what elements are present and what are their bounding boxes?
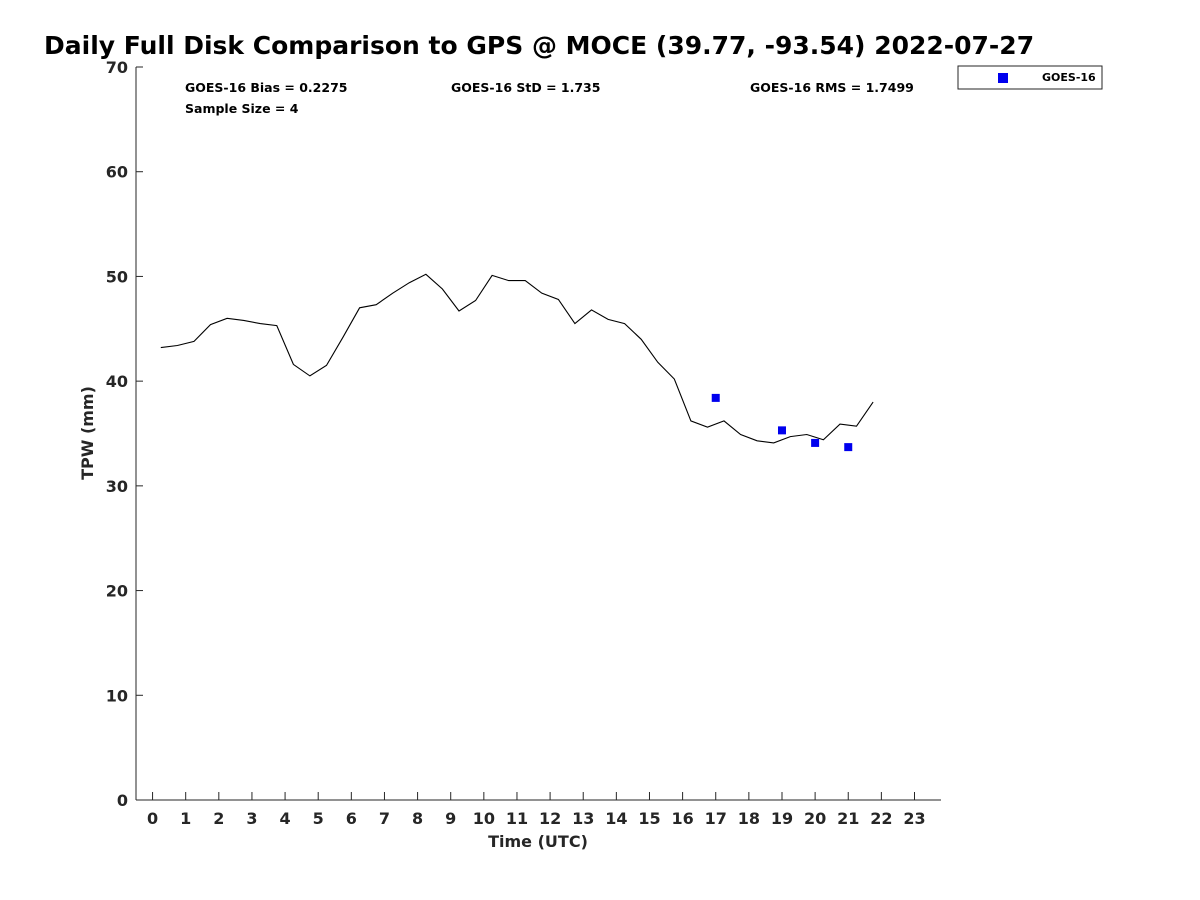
chart-title: Daily Full Disk Comparison to GPS @ MOCE… bbox=[44, 31, 1034, 60]
std-stat: GOES-16 StD = 1.735 bbox=[451, 80, 600, 95]
legend-box bbox=[957, 65, 1103, 90]
y-tick-label: 60 bbox=[106, 163, 128, 182]
axes bbox=[135, 67, 941, 801]
legend-marker-goes16 bbox=[998, 73, 1008, 83]
x-tick-label: 12 bbox=[539, 809, 561, 828]
x-tick-label: 13 bbox=[572, 809, 594, 828]
y-axis-ticks: 0 10 20 30 40 50 60 70 bbox=[106, 58, 143, 810]
x-tick-label: 7 bbox=[379, 809, 390, 828]
x-tick-label: 21 bbox=[837, 809, 859, 828]
legend-label-goes16: GOES-16 bbox=[1042, 71, 1096, 84]
x-axis-label: Time (UTC) bbox=[488, 832, 588, 851]
y-tick-label: 10 bbox=[106, 686, 128, 705]
x-axis-ticks: 0 1 2 3 4 5 6 7 8 9 10 11 12 13 14 15 16 17 18 19 20 21 22 23 bbox=[147, 792, 926, 828]
x-tick-label: 2 bbox=[213, 809, 224, 828]
y-tick-label: 50 bbox=[106, 267, 128, 286]
x-tick-label: 14 bbox=[605, 809, 627, 828]
goes16-point bbox=[811, 438, 820, 447]
y-tick-label: 20 bbox=[106, 582, 128, 601]
y-tick-label: 30 bbox=[106, 477, 128, 496]
x-tick-label: 10 bbox=[473, 809, 495, 828]
legend: GOES-16 bbox=[957, 65, 1103, 90]
y-tick-label: 40 bbox=[106, 372, 128, 391]
x-tick-label: 0 bbox=[147, 809, 158, 828]
x-tick-label: 23 bbox=[903, 809, 925, 828]
x-tick-label: 3 bbox=[246, 809, 257, 828]
x-tick-label: 19 bbox=[771, 809, 793, 828]
x-tick-label: 6 bbox=[346, 809, 357, 828]
goes16-point bbox=[777, 426, 786, 435]
x-tick-label: 22 bbox=[870, 809, 892, 828]
x-tick-label: 4 bbox=[280, 809, 291, 828]
rms-stat: GOES-16 RMS = 1.7499 bbox=[750, 80, 914, 95]
x-tick-label: 11 bbox=[506, 809, 528, 828]
y-tick-label: 0 bbox=[117, 791, 128, 810]
y-tick-label: 70 bbox=[106, 58, 128, 77]
x-tick-label: 16 bbox=[671, 809, 693, 828]
x-tick-label: 18 bbox=[738, 809, 760, 828]
gps-series-line bbox=[160, 273, 874, 444]
x-tick-label: 1 bbox=[180, 809, 191, 828]
bias-stat: GOES-16 Bias = 0.2275 bbox=[185, 80, 347, 95]
y-axis-label: TPW (mm) bbox=[78, 386, 97, 480]
x-tick-label: 20 bbox=[804, 809, 826, 828]
x-tick-label: 17 bbox=[705, 809, 727, 828]
x-tick-label: 15 bbox=[638, 809, 660, 828]
series-layer bbox=[160, 273, 874, 452]
goes16-point bbox=[711, 393, 720, 402]
x-tick-label: 9 bbox=[445, 809, 456, 828]
x-tick-label: 8 bbox=[412, 809, 423, 828]
x-tick-label: 5 bbox=[313, 809, 324, 828]
goes16-point bbox=[844, 443, 853, 452]
sample-size-stat: Sample Size = 4 bbox=[185, 101, 299, 116]
